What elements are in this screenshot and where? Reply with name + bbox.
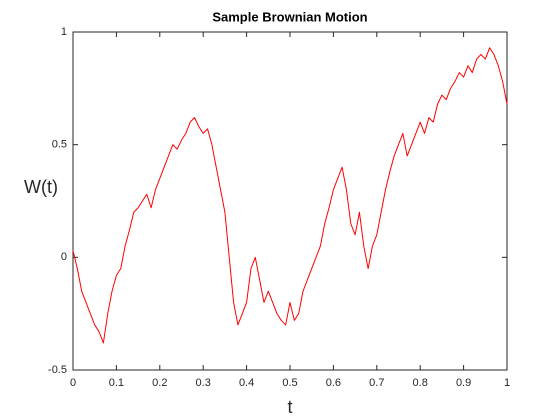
x-tick-label: 0.5 xyxy=(282,377,297,389)
x-tick-label: 0.8 xyxy=(413,377,428,389)
chart-title: Sample Brownian Motion xyxy=(212,9,367,24)
x-tick-label: 0.1 xyxy=(109,377,124,389)
x-axis-label: t xyxy=(287,397,292,417)
x-tick-label: 0.9 xyxy=(456,377,471,389)
y-axis-label: W(t) xyxy=(24,177,58,197)
y-tick-label: -0.5 xyxy=(48,364,67,376)
y-tick-label: 0.5 xyxy=(52,139,67,151)
x-tick-label: 0 xyxy=(70,377,76,389)
x-tick-label: 1 xyxy=(504,377,510,389)
x-tick-label: 0.7 xyxy=(369,377,384,389)
y-tick-label: 0 xyxy=(61,251,67,263)
x-tick-label: 0.4 xyxy=(239,377,254,389)
x-tick-label: 0.3 xyxy=(196,377,211,389)
x-tick-label: 0.2 xyxy=(152,377,167,389)
x-tick-label: 0.6 xyxy=(326,377,341,389)
y-tick-label: 1 xyxy=(61,26,67,38)
axes-box xyxy=(72,31,508,371)
data-line xyxy=(72,47,508,344)
